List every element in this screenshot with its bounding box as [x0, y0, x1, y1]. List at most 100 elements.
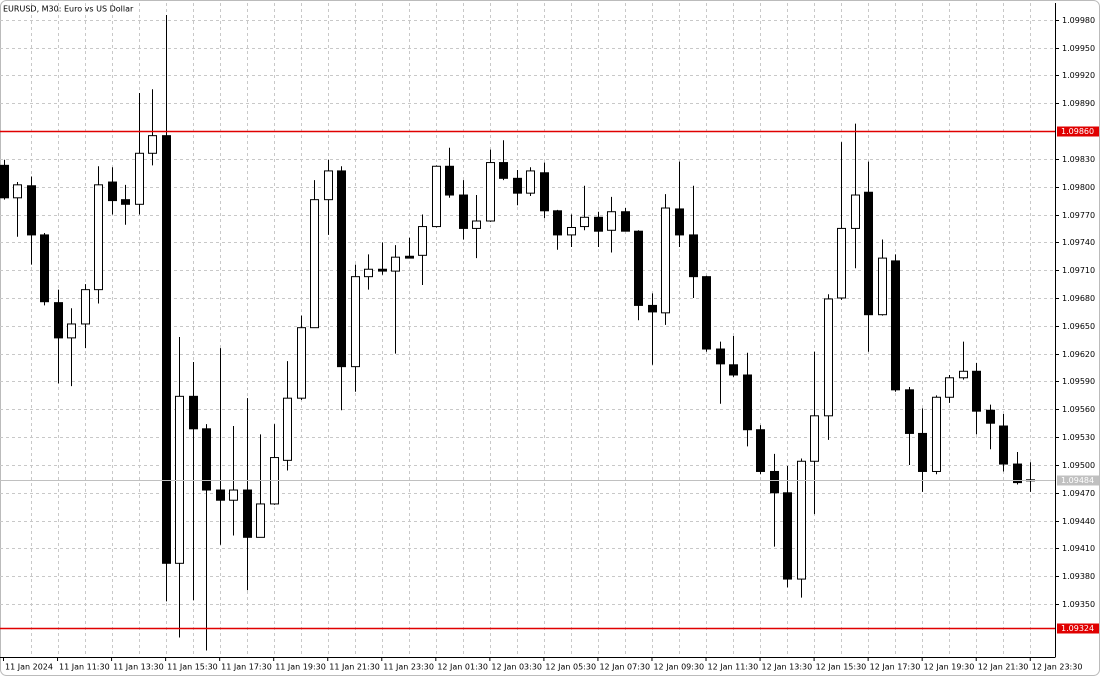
y-tick-label: 1.09500	[1062, 461, 1095, 470]
candle-body	[148, 135, 157, 154]
candle-body	[459, 194, 468, 229]
candle-body	[999, 425, 1008, 465]
x-tick-label: 11 Jan 23:30	[383, 663, 434, 672]
x-tick-label: 11 Jan 21:30	[329, 663, 380, 672]
candle-body	[256, 503, 265, 538]
y-tick-label: 1.09680	[1062, 294, 1095, 303]
candle-body	[797, 460, 806, 580]
candle-body	[932, 396, 941, 472]
candle-body	[405, 255, 414, 259]
candle-body	[189, 395, 198, 430]
candle-body	[864, 191, 873, 316]
y-tick-label: 1.09920	[1062, 71, 1095, 80]
x-tick-label: 12 Jan 01:30	[437, 663, 488, 672]
candle-body	[324, 170, 333, 201]
x-tick-label: 11 Jan 17:30	[221, 663, 272, 672]
y-tick-label: 1.09650	[1062, 322, 1095, 331]
y-tick-label: 1.09530	[1062, 433, 1095, 442]
candle-body	[526, 170, 535, 194]
x-tick-label: 12 Jan 11:30	[708, 663, 759, 672]
candle-body	[851, 194, 860, 229]
candle-body	[283, 397, 292, 461]
candle-body	[162, 135, 171, 564]
candle-body	[499, 162, 508, 179]
candle-body	[891, 260, 900, 391]
candle-body	[13, 184, 22, 199]
candle-body	[675, 208, 684, 236]
candle-body	[337, 170, 346, 368]
candle-body	[594, 216, 603, 232]
y-tick-label: 1.09950	[1062, 44, 1095, 53]
marks	[0, 15, 1055, 651]
candle-body	[378, 268, 387, 272]
candle-body	[702, 276, 711, 350]
x-tick-label: 11 Jan 13:30	[113, 663, 164, 672]
candle-body	[27, 185, 36, 236]
y-tick-label: 1.09410	[1062, 544, 1095, 553]
candle-body	[648, 304, 657, 313]
x-tick-label: 11 Jan 2024	[5, 663, 53, 672]
candle-body	[81, 289, 90, 325]
y-tick-label: 1.09620	[1062, 350, 1095, 359]
x-tick-label: 12 Jan 15:30	[816, 663, 867, 672]
candle-body	[783, 492, 792, 580]
y-tick-label: 1.09890	[1062, 99, 1095, 108]
candle-body	[621, 211, 630, 232]
level-label: 1.09324	[1061, 624, 1094, 633]
chart-title: EURUSD, M30: Euro vs US Dollar	[3, 5, 134, 14]
y-tick-label: 1.09590	[1062, 377, 1095, 386]
y-tick-label: 1.09800	[1062, 183, 1095, 192]
candle-body	[54, 302, 63, 339]
candle-body	[216, 489, 225, 501]
candle-body	[743, 374, 752, 431]
candle-body	[121, 199, 130, 205]
candle-body	[918, 432, 927, 472]
level-label-box	[1057, 126, 1099, 137]
candle-body	[364, 268, 373, 278]
candle-body	[729, 364, 738, 376]
candle-body	[945, 377, 954, 398]
y-tick-label: 1.09830	[1062, 155, 1095, 164]
x-tick-label: 11 Jan 11:30	[59, 663, 110, 672]
candle-body	[243, 489, 252, 538]
candle-body	[580, 216, 589, 228]
candle-body	[472, 220, 481, 229]
candle-body	[756, 429, 765, 472]
candle-body	[959, 370, 968, 379]
candle-body	[40, 234, 49, 303]
level-label: 1.09860	[1061, 127, 1094, 136]
candle-body	[567, 226, 576, 236]
x-tick-label: 12 Jan 17:30	[870, 663, 921, 672]
candle-body	[418, 226, 427, 256]
candle-body	[824, 298, 833, 417]
candle-body	[986, 409, 995, 424]
x-tick-label: 12 Jan 19:30	[924, 663, 975, 672]
candle-body	[351, 276, 360, 368]
y-tick-label: 1.09770	[1062, 211, 1095, 220]
x-tick-label: 12 Jan 21:30	[978, 663, 1029, 672]
candle-body	[661, 207, 670, 314]
y-tick-label: 1.09710	[1062, 266, 1095, 275]
candle-body	[310, 199, 319, 329]
candle-body	[202, 428, 211, 491]
x-tick-label: 12 Jan 23:30	[1032, 663, 1083, 672]
candle-body	[770, 470, 779, 494]
level-label-box	[1057, 475, 1099, 486]
x-tick-label: 12 Jan 13:30	[762, 663, 813, 672]
candle-body	[445, 165, 454, 196]
candle-body	[391, 256, 400, 272]
candle-body	[94, 184, 103, 291]
candle-body	[108, 181, 117, 202]
candle-body	[513, 177, 522, 194]
candle-body	[135, 152, 144, 205]
y-tick-label: 1.09440	[1062, 517, 1095, 526]
candle-body	[553, 210, 562, 236]
y-tick-label: 1.09380	[1062, 572, 1095, 581]
candle-body	[67, 323, 76, 339]
candle-body	[0, 164, 9, 199]
candle-body	[810, 415, 819, 462]
candle-body	[432, 165, 441, 228]
y-tick-label: 1.09560	[1062, 405, 1095, 414]
candle-body	[540, 172, 549, 212]
